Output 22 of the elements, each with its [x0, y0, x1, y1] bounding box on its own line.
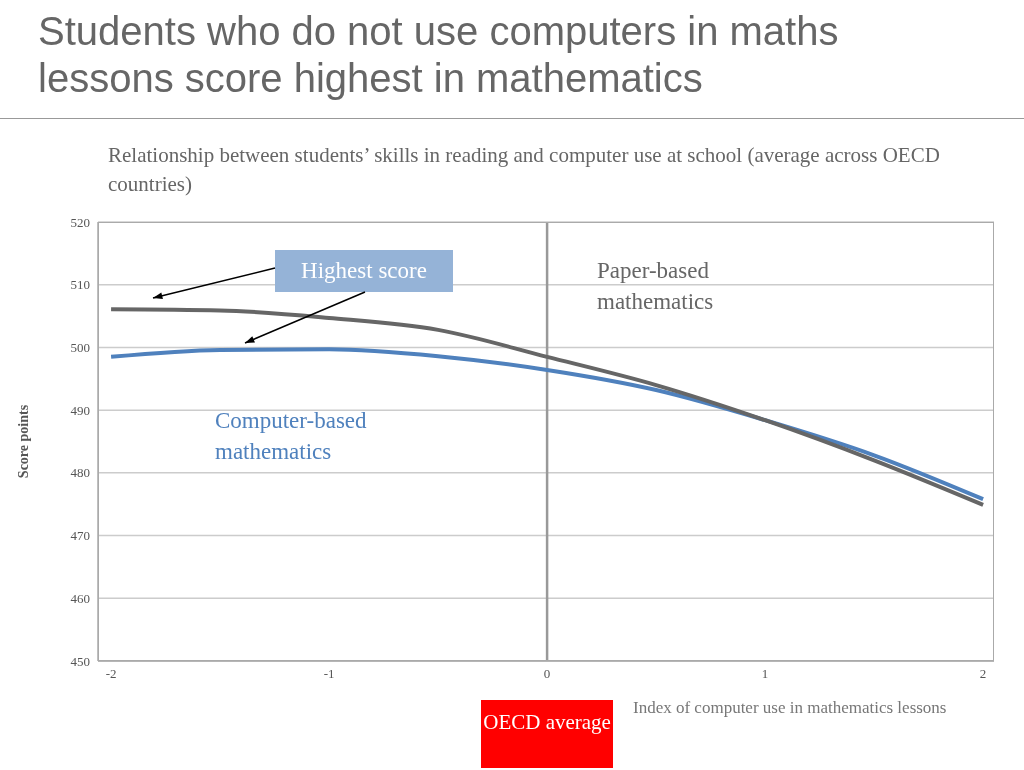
x-axis-title: Index of computer use in mathematics lessons — [633, 698, 947, 718]
y-tick-label: 450 — [70, 653, 90, 669]
y-tick-label: 520 — [70, 214, 90, 230]
y-tick-label: 470 — [70, 528, 90, 544]
y-tick-label: 510 — [70, 277, 90, 293]
x-tick-label: -1 — [323, 666, 335, 682]
y-tick-label: 490 — [70, 402, 90, 418]
y-tick-label: 480 — [70, 465, 90, 481]
line-series — [109, 307, 986, 507]
x-tick-label: 1 — [761, 666, 769, 682]
y-axis-title: Score points — [15, 404, 31, 479]
annotation: Highest score — [275, 250, 453, 292]
chart-title: Students who do not use computers in maths lessons score highest in mathematics — [38, 8, 840, 102]
y-tick-label: 500 — [70, 340, 90, 356]
x-tick-label: -2 — [105, 666, 117, 682]
x-tick-label: 2 — [979, 666, 987, 682]
ref-line-label: OECD average — [481, 700, 614, 768]
text: Computer-based mathematics — [215, 407, 368, 466]
y-tick-label: 460 — [70, 590, 90, 606]
chart-subtitle: Relationship between students’ skills in reading and computer use at school (average across OECD countries) — [108, 142, 941, 198]
text: Paper-based mathematics — [597, 257, 715, 316]
x-tick-label: 0 — [543, 666, 551, 682]
